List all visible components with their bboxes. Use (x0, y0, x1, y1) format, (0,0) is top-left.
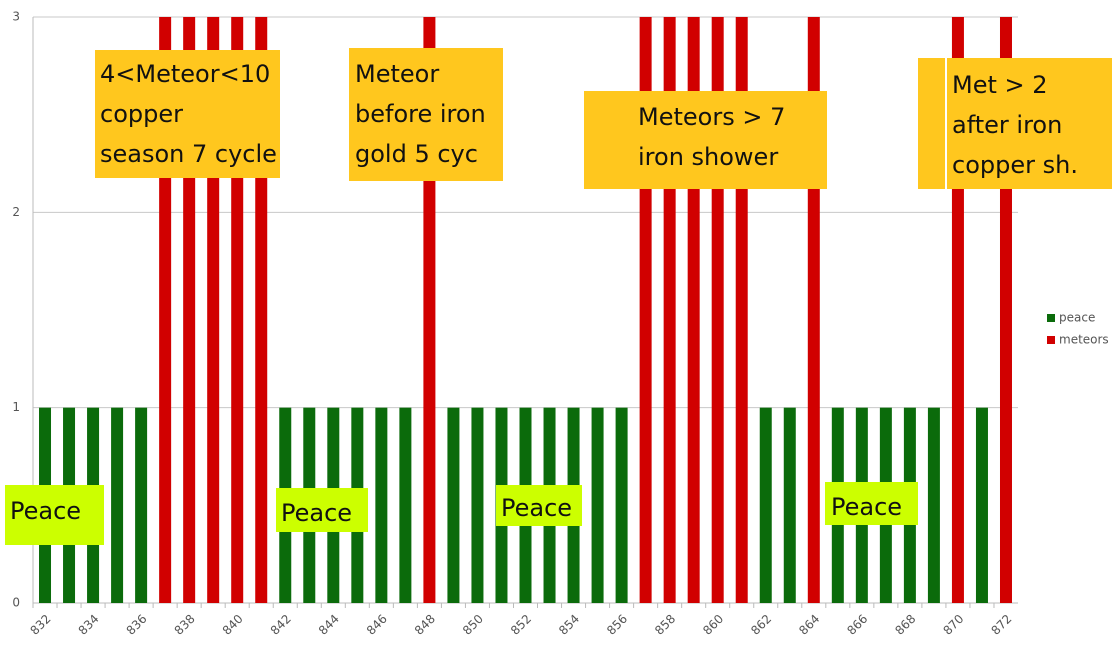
bar (927, 407, 940, 603)
y-tick-label: 3 (12, 10, 20, 24)
y-tick-label: 2 (12, 205, 20, 219)
bar (111, 407, 124, 603)
bar (447, 407, 460, 603)
legend-swatch (1047, 314, 1055, 322)
annotation-box (349, 48, 503, 181)
annotation-text: Meteor (355, 60, 439, 88)
bar (975, 407, 988, 603)
legend-swatch (1047, 336, 1055, 344)
annotation-text: season 7 cycle (100, 140, 277, 168)
annotation-text: Peace (10, 497, 81, 525)
bar (591, 407, 604, 603)
bar (807, 17, 820, 603)
annotation-text: Peace (501, 494, 572, 522)
annotation-text: Meteors > 7 (638, 103, 785, 131)
bar (783, 407, 796, 603)
bar (735, 17, 748, 603)
bar (471, 407, 484, 603)
bar (615, 407, 628, 603)
annotation-text: after iron (952, 111, 1062, 139)
annotation-text: Met > 2 (952, 71, 1048, 99)
bar (399, 407, 412, 603)
bar (639, 17, 652, 603)
bar (759, 407, 772, 603)
annotation-text: copper sh. (952, 151, 1078, 179)
bar (663, 17, 676, 603)
bar (375, 407, 388, 603)
bar (687, 17, 700, 603)
y-tick-label: 1 (12, 400, 20, 414)
annotation-box (918, 58, 1112, 189)
legend-label: peace (1059, 311, 1095, 325)
y-tick-label: 0 (12, 596, 20, 610)
annotation-text: iron shower (638, 143, 778, 171)
bar (135, 407, 148, 603)
annotation-box (584, 91, 827, 189)
annotation-text: Peace (281, 499, 352, 527)
annotation-text: copper (100, 100, 183, 128)
annotation-box (276, 488, 368, 532)
overlay: peace meteors 4<Meteor<10 copper season 7 cy… (5, 48, 1112, 545)
bar (255, 17, 268, 603)
annotation-box (825, 482, 918, 525)
annotation-text: gold 5 cyc (355, 140, 478, 168)
annotation-box (496, 485, 582, 526)
bar (711, 17, 724, 603)
annotation-box (95, 50, 280, 178)
legend-label: meteors (1059, 333, 1109, 347)
annotation-box (5, 485, 104, 545)
annotation-text: Peace (831, 493, 902, 521)
annotation-text: before iron (355, 100, 486, 128)
annotation-text: 4<Meteor<10 (100, 60, 270, 88)
